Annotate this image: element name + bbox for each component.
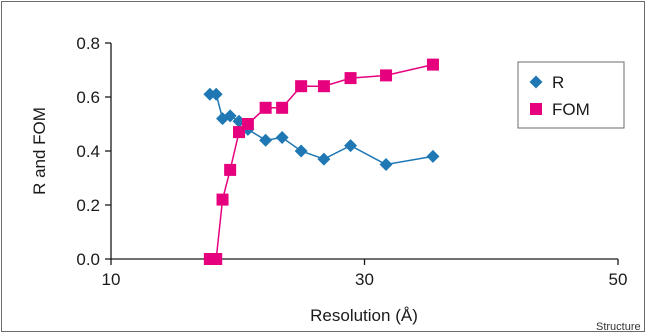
y-tick-label: 0.8 (76, 34, 100, 53)
series-layer (203, 58, 440, 265)
legend-r-label: R (552, 73, 564, 92)
x-tick-label: 30 (355, 270, 374, 289)
y-axis-title: R and FOM (30, 107, 49, 195)
series-fom-point (426, 58, 439, 71)
x-ticks: 10 30 50 (102, 259, 628, 289)
series-fom-point (210, 253, 223, 265)
series-fom-point (380, 69, 393, 82)
series-fom-point (344, 72, 357, 85)
series-fom-point (216, 193, 229, 206)
y-tick-label: 0.0 (76, 250, 100, 269)
series-r-point (259, 133, 273, 147)
legend: R FOM (517, 61, 625, 129)
y-tick-label: 0.4 (76, 142, 100, 161)
x-tick-label: 10 (102, 270, 121, 289)
legend-box (517, 61, 625, 129)
x-tick-label: 50 (609, 270, 628, 289)
x-axis-title: Resolution (Å) (310, 306, 418, 325)
y-tick-label: 0.2 (76, 196, 100, 215)
series-r-point (294, 144, 308, 158)
series-fom-point (241, 118, 254, 130)
series-fom-point (224, 163, 237, 176)
y-ticks: 0.0 0.2 0.4 0.6 0.8 (76, 34, 111, 269)
legend-items: R FOM (529, 73, 590, 119)
series-fom (203, 58, 439, 265)
series-r-point (317, 152, 331, 166)
y-tick-label: 0.6 (76, 88, 100, 107)
legend-fom-marker (530, 103, 542, 115)
series-r-point (209, 87, 223, 101)
series-r-point (426, 149, 440, 163)
series-fom-point (259, 101, 272, 114)
series-r-point (275, 131, 289, 144)
series-fom-point (317, 80, 330, 93)
series-r-point (223, 109, 237, 123)
series-r (203, 87, 440, 171)
series-fom-point (276, 101, 289, 114)
series-r-point (379, 158, 393, 171)
series-r-point (344, 139, 358, 153)
credit-text: Structure (596, 321, 641, 333)
series-fom-point (295, 80, 308, 93)
legend-fom-label: FOM (552, 100, 590, 119)
axes: 0.0 0.2 0.4 0.6 0.8 10 30 50 (76, 34, 627, 289)
legend-r-marker (529, 75, 543, 89)
